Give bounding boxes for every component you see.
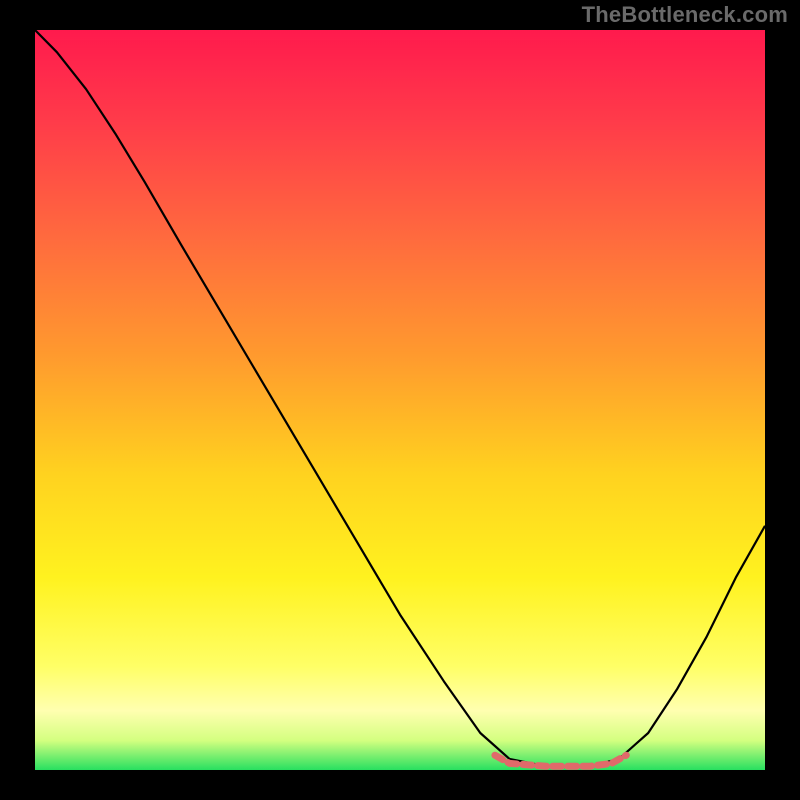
plot-gradient [35, 30, 765, 770]
watermark-text: TheBottleneck.com [582, 2, 788, 28]
bottleneck-chart [0, 0, 800, 800]
